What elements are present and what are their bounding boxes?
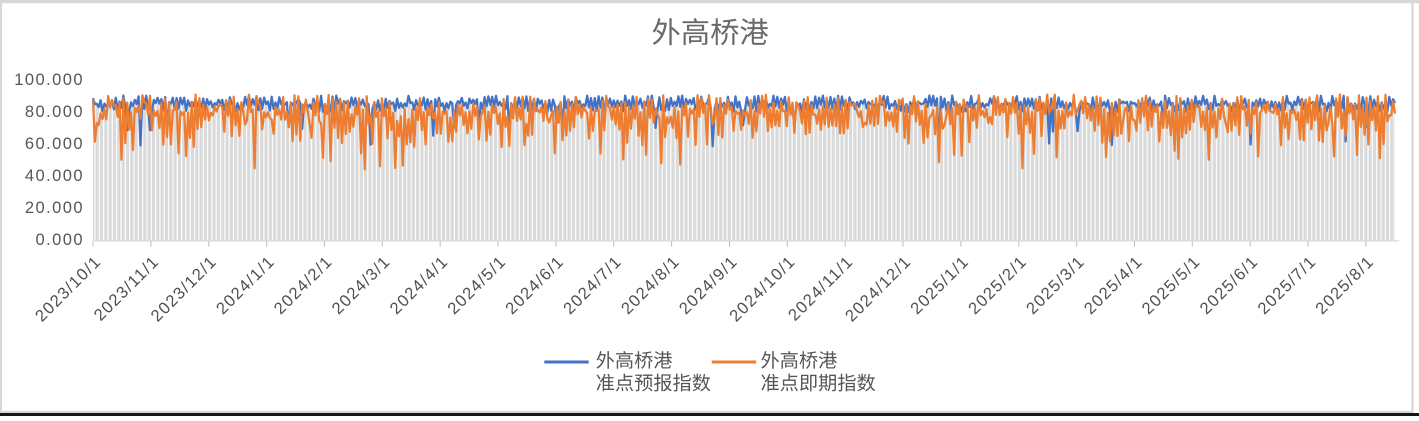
svg-text:40.000: 40.000: [25, 167, 84, 185]
svg-text:0.000: 0.000: [35, 231, 84, 249]
svg-text:20.000: 20.000: [25, 199, 84, 217]
svg-text:60.000: 60.000: [25, 135, 84, 153]
svg-text:80.000: 80.000: [25, 103, 84, 121]
svg-text:100.000: 100.000: [14, 71, 84, 89]
